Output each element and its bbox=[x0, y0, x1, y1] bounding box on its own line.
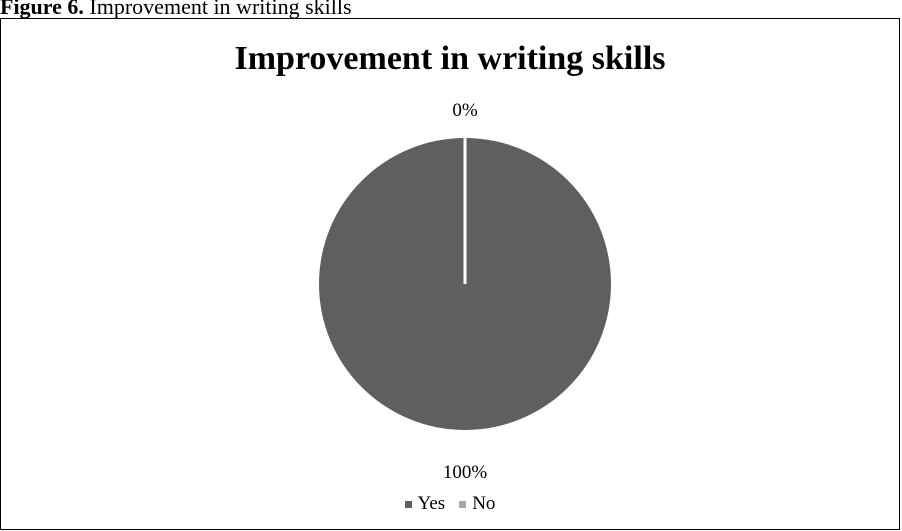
chart-legend: Yes No bbox=[1, 493, 899, 515]
data-label-no: 0% bbox=[452, 100, 478, 121]
legend-item-yes: Yes bbox=[404, 493, 446, 515]
pie-chart: 100% 0% bbox=[319, 100, 611, 483]
legend-label-no: No bbox=[472, 493, 496, 514]
legend-label-yes: Yes bbox=[417, 493, 446, 514]
legend-swatch-yes bbox=[404, 500, 412, 508]
figure-caption-label: Figure 6. bbox=[0, 0, 84, 19]
figure-caption: Figure 6. Improvement in writing skills bbox=[0, 0, 352, 20]
data-label-yes: 100% bbox=[443, 462, 488, 483]
chart-title: Improvement in writing skills bbox=[234, 40, 666, 77]
legend-swatch-no bbox=[459, 500, 467, 508]
figure-caption-text: Improvement in writing skills bbox=[89, 0, 352, 19]
chart-area: Improvement in writing skills 100% 0% Yes… bbox=[0, 18, 900, 530]
legend-item-no: No bbox=[459, 493, 495, 515]
